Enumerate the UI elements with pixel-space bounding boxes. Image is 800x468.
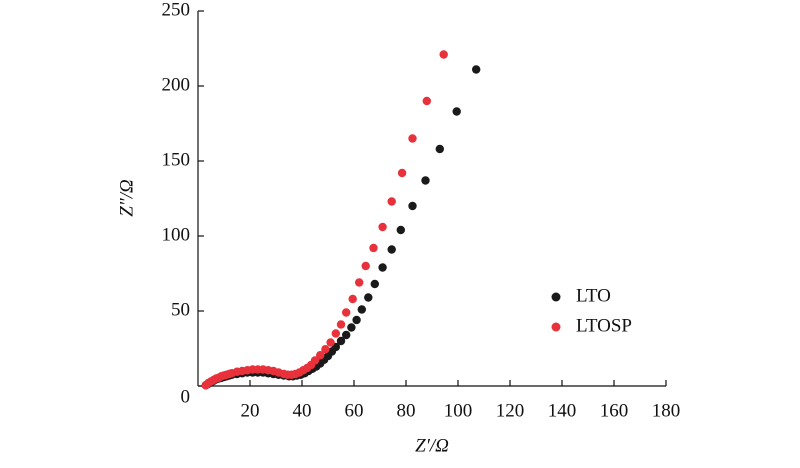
x-tick-label: 80: [397, 400, 416, 421]
point: [316, 351, 325, 360]
point: [408, 134, 417, 143]
point: [331, 329, 340, 338]
legend-marker: [551, 322, 561, 332]
y-tick-label: 0: [181, 386, 191, 407]
x-tick-label: 160: [600, 400, 629, 421]
point: [387, 245, 396, 254]
point: [439, 50, 448, 59]
point: [342, 330, 351, 340]
point: [397, 168, 407, 178]
point: [348, 294, 357, 304]
y-axis-label: Z″/Ω: [116, 179, 137, 217]
x-tick-label: 40: [293, 400, 312, 421]
point: [370, 279, 379, 289]
point: [421, 176, 430, 185]
point: [347, 323, 356, 332]
point: [336, 336, 346, 346]
point: [452, 107, 461, 116]
x-tick-label: 100: [444, 400, 473, 421]
point: [408, 201, 417, 211]
y-tick-label: 250: [162, 0, 191, 20]
legend-label: LTO: [576, 285, 611, 306]
y-tick-label: 150: [162, 149, 191, 170]
point: [364, 293, 373, 302]
x-tick-label: 120: [496, 400, 525, 421]
point: [326, 338, 335, 347]
y-tick-label: 100: [162, 224, 191, 245]
point: [422, 96, 431, 106]
point: [472, 65, 481, 74]
x-tick-label: 140: [548, 400, 577, 421]
legend-marker: [551, 292, 561, 302]
y-tick-label: 200: [162, 74, 191, 95]
x-tick-label: 180: [652, 400, 681, 421]
point: [321, 345, 330, 354]
point: [387, 197, 396, 206]
point: [310, 356, 320, 365]
point: [342, 308, 351, 317]
point: [352, 315, 361, 325]
point: [378, 222, 387, 232]
point: [355, 278, 364, 287]
x-tick-label: 60: [345, 400, 364, 421]
y-tick-label: 50: [171, 299, 190, 320]
point: [396, 225, 405, 235]
point: [378, 263, 387, 272]
point: [336, 320, 346, 329]
point: [357, 305, 366, 314]
point: [361, 261, 370, 271]
x-tick-label: 20: [241, 400, 260, 421]
legend-label: LTOSP: [576, 315, 632, 336]
point: [435, 144, 444, 154]
x-axis-label: Z′/Ω: [415, 435, 449, 456]
point: [369, 243, 378, 253]
